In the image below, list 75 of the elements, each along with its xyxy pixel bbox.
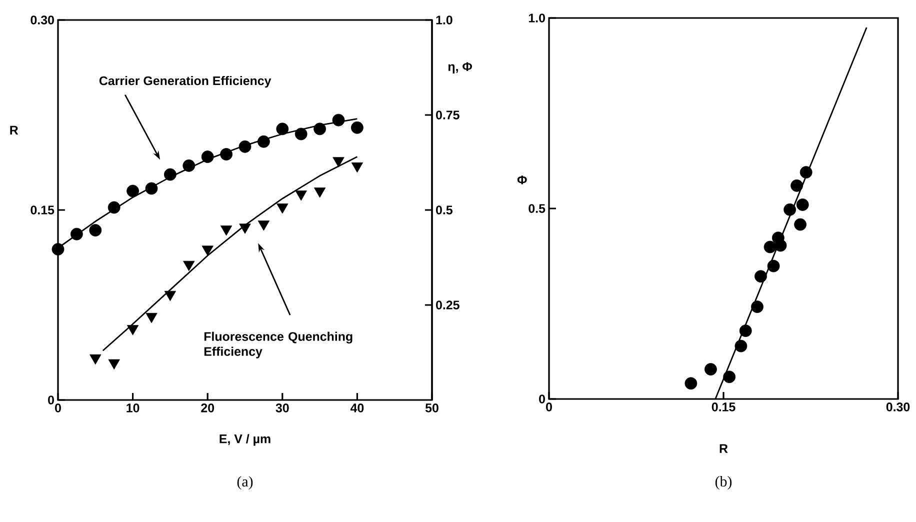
x-axis-title: R [720,444,728,453]
point [202,246,214,256]
point [772,232,784,244]
y-axis-title: Φ [517,176,527,184]
point [754,270,767,283]
y2-axis-title: η, Φ [448,62,472,74]
y-tick-label: 0.30 [30,16,54,24]
x-tick-label: 30 [276,404,289,412]
point [126,325,139,336]
point [800,166,812,178]
x-tick-label: 0 [55,404,61,412]
point [684,377,698,390]
x-tick-label: 0.30 [886,402,910,412]
y-tick-label: 0.15 [30,206,54,214]
point [734,340,748,352]
point [70,228,83,240]
point [164,290,176,302]
point [52,243,64,256]
point [351,121,364,134]
point [146,312,158,324]
x-tick-label: 0.15 [712,402,736,412]
point [351,162,364,173]
point [314,188,326,198]
point [794,218,806,231]
x-tick-label: 40 [350,404,364,412]
point [767,260,780,272]
y2-tick-label: 0.25 [436,300,460,310]
point [89,224,102,236]
point [201,150,214,163]
point [145,182,158,195]
point [108,201,120,214]
point [238,140,252,153]
text: (a) [237,476,253,490]
point [723,370,736,384]
point [220,148,232,160]
point [276,122,289,136]
y-tick-label: 1.0 [528,14,545,22]
y-tick-label: 0 [48,396,54,404]
point [294,128,308,140]
y-tick-label: 0.5 [528,204,546,213]
point [332,157,344,168]
point [276,204,288,214]
x-tick-label: 10 [126,404,140,412]
x-axis-title: E, V / µm [220,434,270,446]
point [108,359,120,370]
point [704,363,717,376]
point [784,203,796,216]
point [739,324,752,337]
y2-tick-label: 0.5 [436,206,452,214]
annotation: Carrier Generation Efficiency [99,76,272,88]
point [332,114,345,126]
point [796,198,809,211]
point [751,300,764,313]
point [164,168,176,181]
text: (b) [715,476,732,490]
y-axis-title: R [10,126,18,134]
point [239,224,251,234]
x-tick-label: 50 [425,404,438,412]
point [295,190,307,201]
annotation: Fluorescence Quenching Efficiency [204,332,352,358]
point [182,159,196,172]
x-tick-label: 20 [201,404,214,412]
y2-tick-label: 0.75 [436,110,460,120]
x-tick-label: 0 [546,402,552,412]
point [764,240,776,254]
point [183,260,195,272]
point [220,226,232,236]
point [258,220,270,231]
point [790,179,803,192]
point [90,354,102,365]
y-tick-label: 0 [539,394,545,404]
y2-tick-label: 1.0 [436,16,452,24]
point [314,122,326,136]
point [258,135,270,148]
point [126,184,139,198]
